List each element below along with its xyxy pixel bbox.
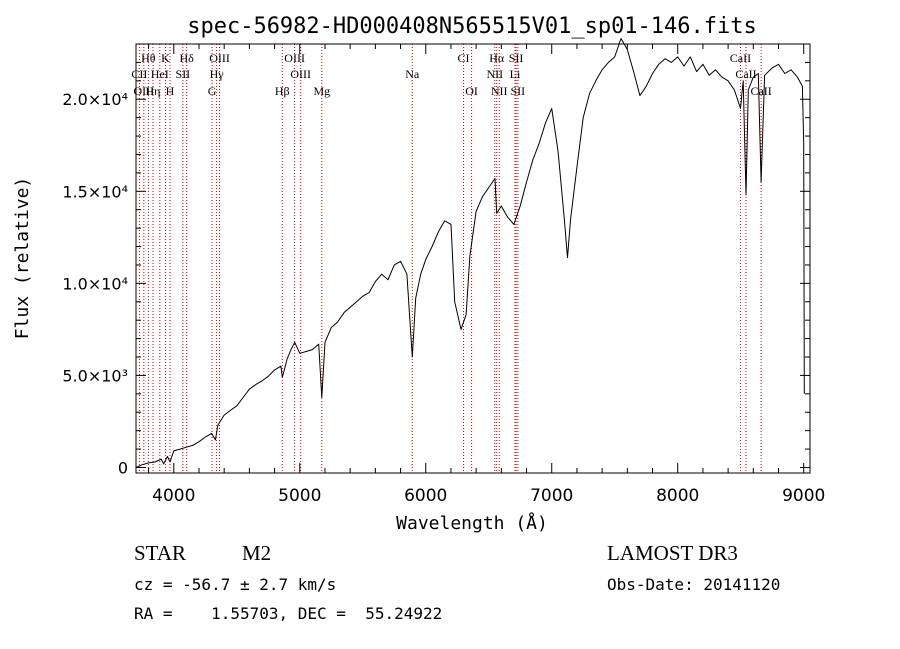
line-label-2: Hδ <box>179 51 194 65</box>
line-label-24: OI <box>465 84 478 98</box>
y-tick-label-3: 1.5×10⁴ <box>62 182 128 201</box>
line-label-16: Li <box>510 67 521 81</box>
y-axis: 0 5.0×10³ 1.0×10⁴ 1.5×10⁴ 2.0×10⁴ <box>62 43 810 477</box>
x-tick-label-1: 5000 <box>278 486 321 506</box>
line-label-27: CaII <box>750 84 771 98</box>
object-subclass: M2 <box>242 541 271 565</box>
x-tick-label-5: 9000 <box>782 486 825 506</box>
line-label-22: Hβ <box>275 84 290 98</box>
spectral-line-markers <box>138 44 762 473</box>
line-label-5: CI <box>458 51 470 65</box>
line-label-9: CII <box>131 67 147 81</box>
line-label-12: Hγ <box>210 67 225 81</box>
x-tick-label-2: 6000 <box>404 486 447 506</box>
y-tick-label-1: 5.0×10³ <box>62 366 128 385</box>
line-label-7: SII <box>509 51 524 65</box>
line-label-18: OIII <box>133 84 154 98</box>
obs-date-text: Obs-Date: 20141120 <box>607 575 780 594</box>
line-label-6: Hα <box>489 51 505 65</box>
line-label-4: OIII <box>284 51 305 65</box>
y-axis-label: Flux (relative) <box>12 177 33 340</box>
x-tick-label-0: 4000 <box>152 486 195 506</box>
chart-title: spec-56982-HD000408N565515V01_sp01-146.f… <box>187 14 757 39</box>
line-label-14: Na <box>405 67 420 81</box>
line-label-3: OIII <box>209 51 230 65</box>
x-tick-label-4: 8000 <box>656 486 699 506</box>
line-label-20: H <box>166 84 175 98</box>
spectral-line-labels: Hθ K Hδ OIII OIII CI Hα SII CaII CII HeI SII Hγ OIII N… <box>131 51 771 98</box>
y-tick-label-0: 0 <box>118 458 128 477</box>
line-label-21: G <box>208 84 217 98</box>
survey-name: LAMOST DR3 <box>607 541 738 565</box>
line-label-15: NII <box>486 67 503 81</box>
line-label-13: OIII <box>290 67 311 81</box>
x-tick-label-3: 7000 <box>530 486 573 506</box>
y-tick-label-4: 2.0×10⁴ <box>62 90 128 109</box>
y-tick-label-2: 1.0×10⁴ <box>62 274 128 293</box>
line-label-10: HeI <box>151 67 169 81</box>
line-label-25: NII <box>491 84 508 98</box>
line-label-19: Hη <box>146 84 161 98</box>
coordinates-text: RA = 1.55703, DEC = 55.24922 <box>134 604 442 623</box>
plot-frame <box>135 43 811 474</box>
line-label-8: CaII <box>730 51 751 65</box>
x-axis: 4000 5000 6000 7000 8000 9000 <box>148 44 825 506</box>
redshift-text: cz = -56.7 ± 2.7 km/s <box>134 575 336 594</box>
line-label-11: SII <box>176 67 191 81</box>
x-axis-label: Wavelength (Å) <box>396 512 548 534</box>
line-label-0: Hθ <box>141 51 156 65</box>
line-label-26: SII <box>511 84 526 98</box>
spectrum-line <box>135 38 805 468</box>
line-label-1: K <box>161 51 170 65</box>
line-label-17: CaII <box>735 67 756 81</box>
object-class: STAR <box>134 541 186 565</box>
line-label-23: Mg <box>313 84 330 98</box>
